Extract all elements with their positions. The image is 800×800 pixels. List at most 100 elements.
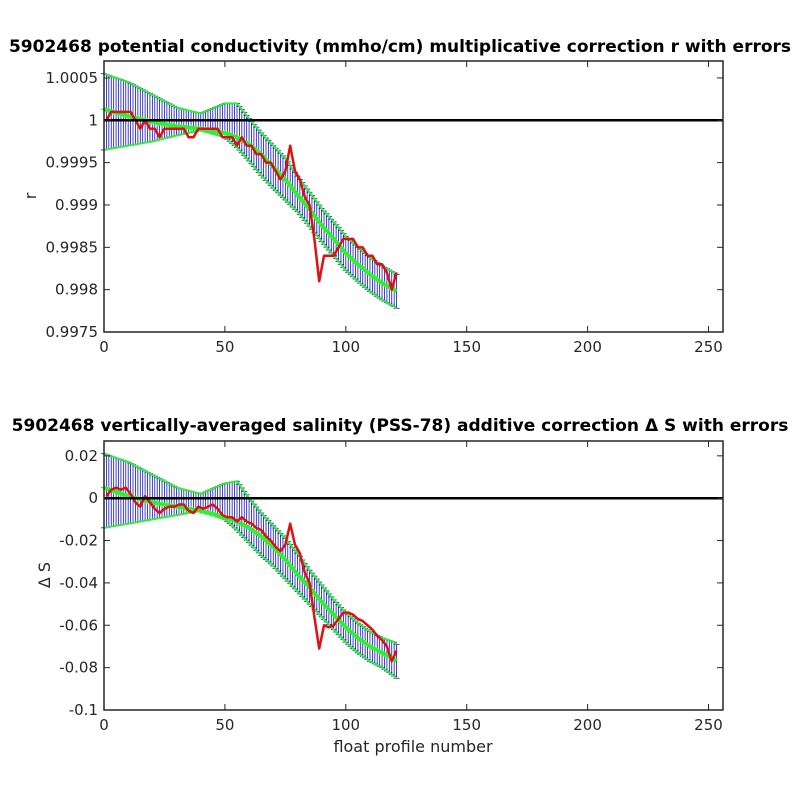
fit-marker xyxy=(337,619,344,626)
fit-marker xyxy=(352,259,359,266)
fit-marker xyxy=(362,267,369,274)
fit-marker xyxy=(318,598,325,605)
fit-marker xyxy=(159,120,166,127)
fit-marker xyxy=(255,531,262,538)
x-tick-labels: 0 50 100 150 200 250 xyxy=(99,716,723,734)
x-tick-label: 250 xyxy=(694,716,723,734)
fit-upper-envelope xyxy=(103,452,398,646)
y-tick-label: 0.9975 xyxy=(46,323,99,341)
x-tick-label: 150 xyxy=(452,716,481,734)
fit-marker xyxy=(294,191,301,198)
fit-marker xyxy=(299,197,306,204)
salinity-correction-panel: 5902468 vertically-averaged salinity (PS… xyxy=(12,416,789,756)
fit-marker xyxy=(250,528,257,535)
fit-marker xyxy=(294,571,301,578)
fit-marker xyxy=(246,524,253,531)
y-tick-label: 0.02 xyxy=(65,447,98,465)
fit-marker xyxy=(289,185,296,192)
axes-frame xyxy=(103,60,724,333)
fit-marker xyxy=(168,122,175,129)
y-tick-labels: -0.1 -0.08 -0.06 -0.04 -0.02 0 0.02 xyxy=(59,447,98,719)
data-line xyxy=(105,486,398,663)
fit-marker xyxy=(357,636,364,643)
fit-marker xyxy=(279,554,286,561)
fit-marker xyxy=(342,250,349,257)
axes-frame xyxy=(103,440,724,711)
fit-marker xyxy=(241,522,248,529)
fit-marker xyxy=(212,511,219,518)
fit-marker xyxy=(371,274,378,281)
fit-marker xyxy=(342,624,349,631)
data-line xyxy=(105,110,398,291)
fit-marker xyxy=(318,222,325,229)
fit-marker xyxy=(381,281,388,288)
y-tick-label: 0.9995 xyxy=(46,154,99,172)
tick-marks xyxy=(103,61,723,333)
x-tick-label: 0 xyxy=(99,716,109,734)
fit-marker xyxy=(333,238,340,245)
fit-lower-envelope xyxy=(103,509,398,679)
fit-marker xyxy=(289,565,296,572)
plot-area xyxy=(101,72,723,310)
fit-lower-envelope xyxy=(103,129,398,310)
fit-marker xyxy=(328,609,335,616)
chart-title: 5902468 potential conductivity (mmho/cm)… xyxy=(9,37,791,57)
fit-marker xyxy=(105,107,112,114)
fit-marker xyxy=(366,643,373,650)
x-tick-label: 100 xyxy=(331,716,360,734)
y-tick-label: 1.0005 xyxy=(46,69,99,87)
y-tick-label: 0.9985 xyxy=(46,238,99,256)
fit-marker xyxy=(362,640,369,647)
x-tick-labels: 0 50 100 150 200 250 xyxy=(99,338,723,356)
fit-marker xyxy=(207,510,214,517)
fit-marker xyxy=(163,121,170,128)
fit-marker xyxy=(328,233,335,240)
x-tick-label: 200 xyxy=(573,716,602,734)
fit-marker xyxy=(347,628,354,635)
x-tick-label: 100 xyxy=(331,338,360,356)
fit-marker xyxy=(381,651,388,658)
conductivity-correction-panel: 5902468 potential conductivity (mmho/cm)… xyxy=(9,37,791,356)
chart-title: 5902468 vertically-averaged salinity (PS… xyxy=(12,416,789,436)
y-tick-label: 0 xyxy=(88,489,98,507)
fit-marker xyxy=(120,491,127,498)
fit-marker xyxy=(299,576,306,583)
fit-marker xyxy=(313,593,320,600)
y-tick-label: -0.06 xyxy=(59,616,98,634)
fit-marker xyxy=(366,271,373,278)
fit-marker xyxy=(347,254,354,261)
fit-marker xyxy=(333,614,340,621)
x-tick-label: 50 xyxy=(215,716,234,734)
fit-marker xyxy=(376,648,383,655)
fit-marker xyxy=(265,539,272,546)
fit-marker xyxy=(221,129,228,136)
y-tick-label: -0.04 xyxy=(59,574,98,592)
fit-marker xyxy=(313,215,320,222)
y-tick-label: 0.999 xyxy=(55,196,98,214)
x-tick-label: 50 xyxy=(215,338,234,356)
x-tick-label: 150 xyxy=(452,338,481,356)
fit-marker xyxy=(323,604,330,611)
fit-marker xyxy=(115,489,122,496)
x-axis-label: float profile number xyxy=(333,737,493,756)
x-tick-label: 250 xyxy=(694,338,723,356)
fit-marker xyxy=(371,645,378,652)
fit-marker xyxy=(260,535,267,542)
fit-marker xyxy=(376,278,383,285)
y-tick-labels: 0.9975 0.998 0.9985 0.999 0.9995 1 1.0005 xyxy=(46,69,99,341)
x-tick-label: 0 xyxy=(99,338,109,356)
tick-marks xyxy=(103,441,723,711)
y-tick-label: 1 xyxy=(88,111,98,129)
y-tick-label: -0.02 xyxy=(59,532,98,550)
fit-marker xyxy=(357,263,364,270)
fit-marker xyxy=(125,113,132,120)
y-axis-label: Δ S xyxy=(35,562,54,588)
y-axis-label: r xyxy=(21,192,40,199)
fit-marker xyxy=(202,509,209,516)
fit-marker xyxy=(323,227,330,234)
y-tick-label: -0.1 xyxy=(69,701,98,719)
x-tick-label: 200 xyxy=(573,338,602,356)
fit-marker xyxy=(284,559,291,566)
y-tick-label: -0.08 xyxy=(59,659,98,677)
